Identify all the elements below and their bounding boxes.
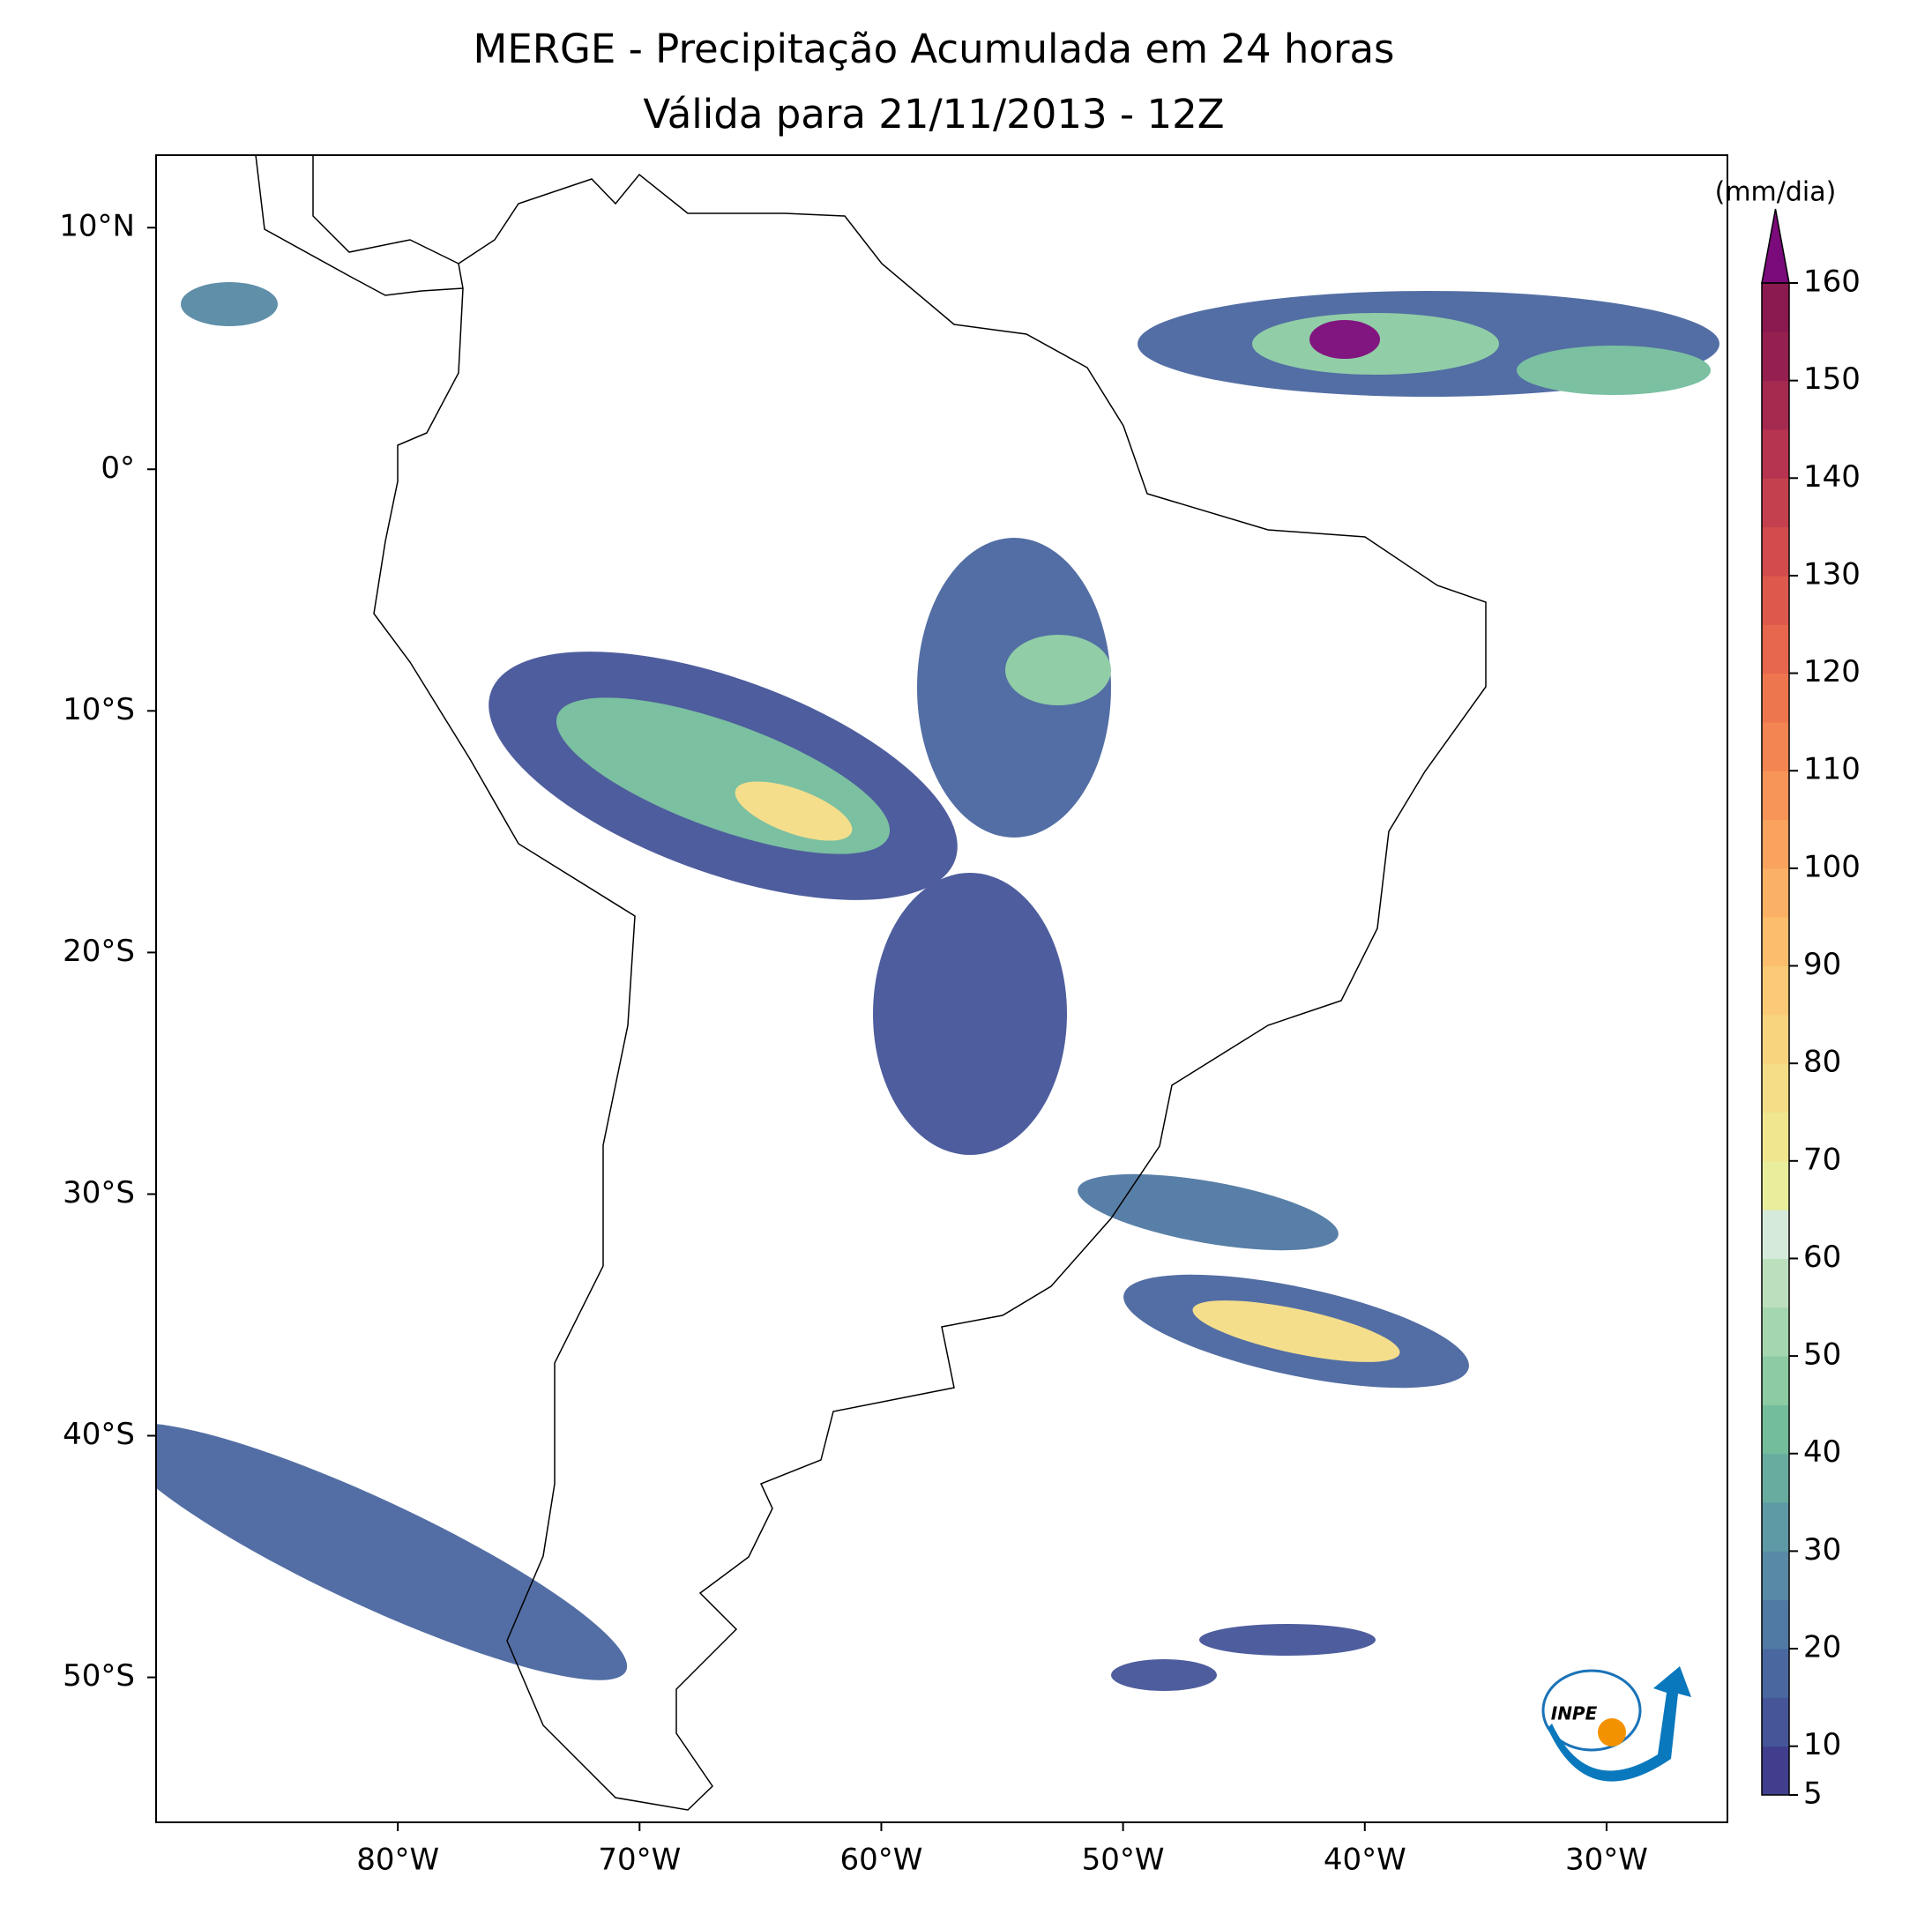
x-tick-label: 80°W	[356, 1843, 439, 1878]
precip-area	[1005, 635, 1111, 705]
colorbar-band	[1762, 1697, 1789, 1747]
colorbar-band	[1762, 1112, 1789, 1162]
precip-area	[1192, 1300, 1400, 1362]
colorbar-tick-label: 80	[1803, 1045, 1841, 1080]
colorbar-band	[1762, 1551, 1789, 1601]
colorbar-tick-label: 5	[1803, 1776, 1823, 1812]
colorbar-extend	[1761, 208, 1790, 284]
logo-sun	[1598, 1718, 1626, 1746]
coastline	[373, 173, 1487, 1811]
y-tick-label: 20°S	[63, 934, 135, 969]
colorbar-band	[1762, 1599, 1789, 1650]
chart-title: MERGE - Precipitação Acumulada em 24 hor…	[474, 26, 1395, 72]
colorbar-band	[1762, 575, 1789, 625]
precipitation	[156, 282, 1719, 1691]
coastline	[255, 155, 464, 296]
colorbar-band	[1762, 1014, 1789, 1064]
y-tick-label: 30°S	[63, 1175, 135, 1210]
colorbar-band	[1762, 526, 1789, 577]
precip-area	[1078, 1173, 1339, 1251]
colorbar-tick-label: 10	[1803, 1727, 1841, 1762]
map-body	[156, 155, 1719, 1811]
colorbar-frame	[1761, 282, 1790, 1796]
x-tick-label: 70°W	[598, 1843, 681, 1878]
colorbar-tick-label: 30	[1803, 1532, 1841, 1568]
colorbar-band	[1762, 380, 1789, 430]
colorbar-tick-label: 130	[1803, 556, 1861, 592]
colorbar-tick-label: 140	[1803, 459, 1861, 495]
colorbar-tick-label: 40	[1803, 1434, 1841, 1470]
colorbar-band	[1762, 1307, 1789, 1357]
y-tick-label: 10°S	[63, 692, 135, 727]
colorbar-band	[1762, 917, 1789, 967]
colorbar-tick-label: 120	[1803, 654, 1861, 689]
precip-area	[873, 873, 1067, 1155]
precip-area	[1111, 1659, 1217, 1691]
inpe-logo: INPE	[1541, 1666, 1691, 1782]
colorbar-tick-label: 160	[1803, 264, 1861, 300]
y-tick-label: 10°N	[59, 209, 135, 244]
precip-area	[181, 282, 278, 326]
colorbar-band	[1762, 624, 1789, 674]
colorbar-band	[1762, 478, 1789, 528]
colorbar-band	[1762, 1160, 1789, 1210]
colorbar-band	[1762, 1649, 1789, 1698]
logo-ring	[1541, 1669, 1642, 1752]
chart-subtitle: Válida para 21/11/2013 - 12Z	[643, 91, 1224, 138]
precip-area	[1517, 346, 1711, 395]
colorbar-band	[1762, 965, 1789, 1016]
y-tick-label: 0°	[101, 451, 135, 486]
x-tick-label: 50°W	[1082, 1843, 1165, 1878]
logo-arrow	[1548, 1666, 1691, 1782]
precip-area	[1309, 320, 1380, 359]
colorbar-label: (mm/dia)	[1715, 177, 1837, 208]
map-frame	[155, 154, 1728, 1823]
colorbar-tick-label: 60	[1803, 1240, 1841, 1275]
x-tick-label: 60°W	[840, 1843, 923, 1878]
colorbar-band	[1762, 1356, 1789, 1405]
colorbar-band	[1762, 1453, 1789, 1503]
colorbar-band	[1762, 1063, 1789, 1113]
precip-area	[156, 1423, 628, 1680]
colorbar-tick-label: 50	[1803, 1337, 1841, 1373]
colorbar-tick-label: 100	[1803, 849, 1861, 884]
y-tick-label: 40°S	[63, 1417, 135, 1452]
colorbar-band	[1762, 1404, 1789, 1455]
precip-area	[735, 781, 853, 841]
colorbar-tick-label: 90	[1803, 947, 1841, 982]
colorbar-band	[1762, 331, 1789, 382]
colorbar-tick-label: 20	[1803, 1630, 1841, 1665]
precip-area	[1199, 1624, 1376, 1656]
colorbar-band	[1762, 1502, 1789, 1552]
colorbar-band	[1762, 283, 1789, 332]
x-tick-label: 30°W	[1565, 1843, 1648, 1878]
colorbar-band	[1762, 721, 1789, 771]
colorbar-tick-label: 70	[1803, 1142, 1841, 1177]
logo-text: INPE	[1551, 1703, 1598, 1724]
y-tick-label: 50°S	[63, 1658, 135, 1694]
x-tick-label: 40°W	[1324, 1843, 1406, 1878]
colorbar-band	[1762, 1258, 1789, 1308]
colorbar-band	[1762, 771, 1789, 821]
colorbar-band	[1762, 1746, 1789, 1796]
colorbar-tick-label: 110	[1803, 752, 1861, 787]
colorbar-band	[1762, 1210, 1789, 1259]
colorbar-band	[1762, 819, 1789, 869]
colorbar-band	[1762, 673, 1789, 723]
colorbar-tick-label: 150	[1803, 361, 1861, 397]
colorbar-band	[1762, 428, 1789, 479]
colorbar-band	[1762, 868, 1789, 918]
